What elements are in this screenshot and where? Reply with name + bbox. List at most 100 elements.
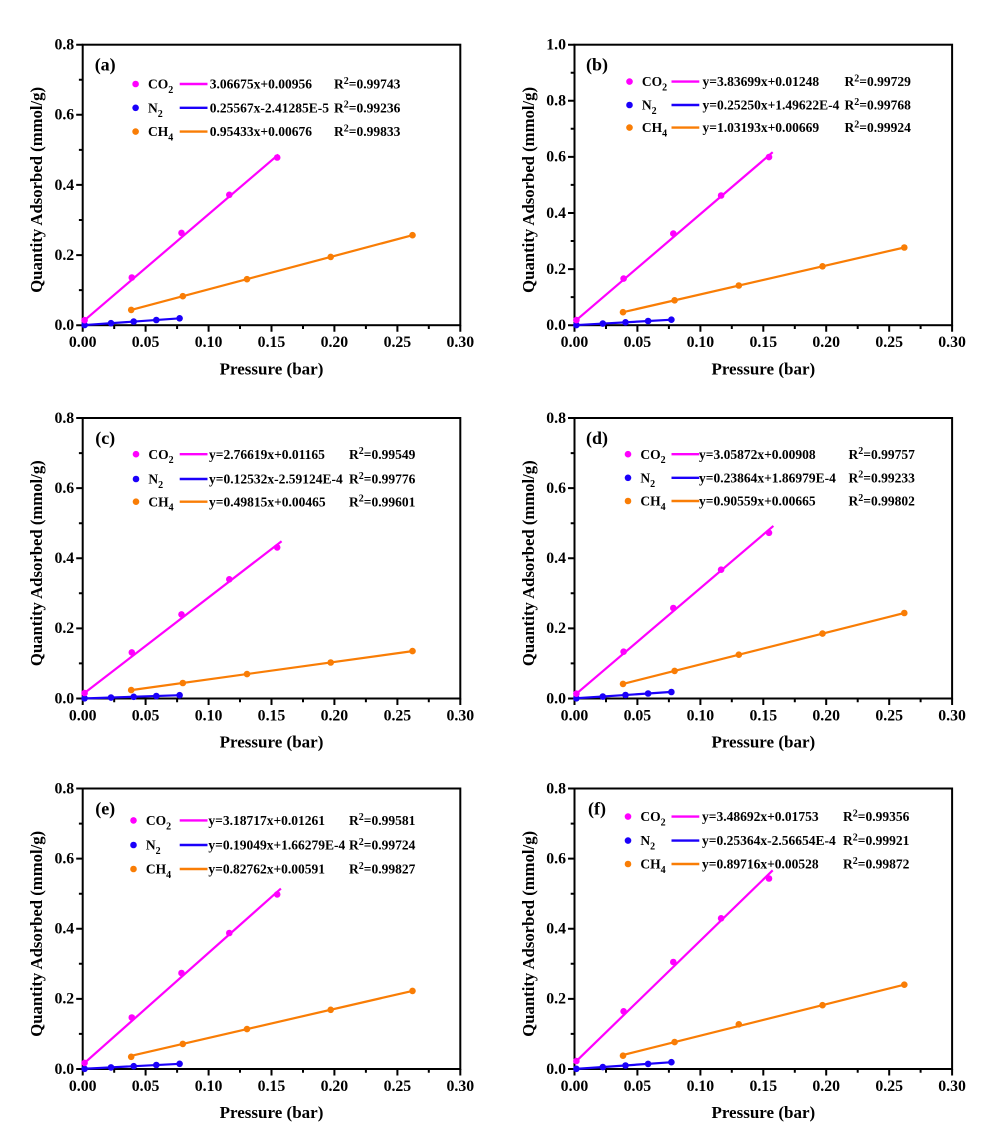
svg-text:0.2: 0.2 — [546, 620, 566, 637]
svg-text:0.30: 0.30 — [938, 334, 966, 351]
svg-text:CH4: CH4 — [148, 124, 173, 143]
svg-text:3.06675x+0.00956: 3.06675x+0.00956 — [210, 77, 312, 92]
svg-text:y=0.49815x+0.00465: y=0.49815x+0.00465 — [209, 494, 326, 509]
svg-text:CH4: CH4 — [642, 120, 667, 139]
svg-text:0.2: 0.2 — [54, 620, 74, 637]
svg-text:0.20: 0.20 — [321, 334, 349, 351]
svg-text:0.10: 0.10 — [195, 334, 223, 351]
svg-text:R2=0.99233: R2=0.99233 — [849, 470, 916, 486]
svg-text:0.05: 0.05 — [624, 707, 652, 724]
svg-text:0.4: 0.4 — [546, 550, 566, 567]
svg-text:0.10: 0.10 — [195, 1078, 223, 1095]
svg-text:Quantity Adsorbed (mmol/g): Quantity Adsorbed (mmol/g) — [519, 460, 538, 666]
svg-text:y=0.82762x+0.00591: y=0.82762x+0.00591 — [208, 862, 325, 877]
svg-text:0.0: 0.0 — [546, 1061, 566, 1078]
svg-text:0.4: 0.4 — [54, 177, 74, 194]
svg-text:0.8: 0.8 — [546, 780, 566, 797]
svg-text:0.30: 0.30 — [938, 1078, 966, 1095]
svg-text:R2=0.99236: R2=0.99236 — [334, 100, 401, 116]
svg-text:0.10: 0.10 — [687, 707, 715, 724]
svg-text:CO2: CO2 — [640, 809, 665, 828]
svg-text:Pressure (bar): Pressure (bar) — [711, 733, 815, 752]
svg-text:0.2: 0.2 — [546, 991, 566, 1008]
svg-text:0.0: 0.0 — [546, 317, 566, 334]
svg-text:(a): (a) — [95, 55, 116, 76]
svg-text:(f): (f) — [588, 799, 606, 820]
svg-text:0.00: 0.00 — [69, 1078, 97, 1095]
svg-text:y=1.03193x+0.00669: y=1.03193x+0.00669 — [703, 120, 820, 135]
svg-text:0.6: 0.6 — [546, 149, 566, 166]
svg-text:0.4: 0.4 — [546, 205, 566, 222]
svg-text:0.95433x+0.00676: 0.95433x+0.00676 — [210, 124, 312, 139]
svg-text:0.2: 0.2 — [546, 261, 566, 278]
svg-text:Quantity Adsorbed (mmol/g): Quantity Adsorbed (mmol/g) — [27, 460, 46, 666]
svg-text:0.4: 0.4 — [54, 550, 74, 567]
svg-text:0.10: 0.10 — [195, 707, 223, 724]
svg-text:R2=0.99724: R2=0.99724 — [349, 837, 416, 853]
svg-text:0.0: 0.0 — [54, 690, 74, 707]
svg-text:0.15: 0.15 — [258, 334, 286, 351]
svg-text:0.30: 0.30 — [446, 707, 474, 724]
svg-text:R2=0.99729: R2=0.99729 — [845, 73, 912, 89]
svg-text:0.15: 0.15 — [749, 1078, 777, 1095]
svg-text:(d): (d) — [586, 428, 608, 449]
svg-text:0.4: 0.4 — [546, 921, 566, 938]
svg-text:Pressure (bar): Pressure (bar) — [220, 733, 324, 752]
svg-text:0.4: 0.4 — [54, 921, 74, 938]
svg-text:0.00: 0.00 — [561, 707, 589, 724]
svg-text:0.0: 0.0 — [54, 317, 74, 334]
svg-text:R2=0.99776: R2=0.99776 — [349, 471, 416, 487]
svg-text:CO2: CO2 — [148, 77, 173, 96]
svg-text:0.05: 0.05 — [624, 1078, 652, 1095]
svg-text:y=0.25250x+1.49622E-4: y=0.25250x+1.49622E-4 — [703, 98, 840, 113]
svg-text:Pressure (bar): Pressure (bar) — [711, 359, 815, 378]
svg-text:0.8: 0.8 — [546, 93, 566, 110]
svg-text:0.8: 0.8 — [546, 410, 566, 427]
svg-text:y=0.89716x+0.00528: y=0.89716x+0.00528 — [702, 857, 819, 872]
svg-text:0.8: 0.8 — [54, 37, 74, 54]
svg-text:0.05: 0.05 — [624, 334, 652, 351]
svg-text:CO2: CO2 — [642, 74, 667, 93]
svg-text:R2=0.99581: R2=0.99581 — [349, 812, 416, 828]
svg-text:0.15: 0.15 — [749, 707, 777, 724]
svg-text:y=0.19049x+1.66279E-4: y=0.19049x+1.66279E-4 — [208, 838, 345, 853]
svg-text:0.00: 0.00 — [69, 707, 97, 724]
svg-text:CH4: CH4 — [640, 494, 665, 513]
svg-text:0.20: 0.20 — [812, 334, 840, 351]
svg-text:R2=0.99743: R2=0.99743 — [334, 76, 401, 92]
svg-text:0.05: 0.05 — [132, 334, 160, 351]
svg-text:Pressure (bar): Pressure (bar) — [711, 1103, 815, 1122]
svg-text:0.15: 0.15 — [258, 1078, 286, 1095]
svg-text:0.15: 0.15 — [749, 334, 777, 351]
svg-text:0.0: 0.0 — [546, 690, 566, 707]
svg-text:R2=0.99757: R2=0.99757 — [849, 446, 916, 462]
svg-text:Quantity Adsorbed (mmol/g): Quantity Adsorbed (mmol/g) — [27, 87, 46, 293]
svg-text:R2=0.99356: R2=0.99356 — [843, 808, 910, 824]
svg-text:y=0.23864x+1.86979E-4: y=0.23864x+1.86979E-4 — [699, 470, 836, 485]
svg-text:Quantity Adsorbed (mmol/g): Quantity Adsorbed (mmol/g) — [519, 87, 538, 293]
svg-text:0.6: 0.6 — [54, 107, 74, 124]
svg-text:0.00: 0.00 — [561, 334, 589, 351]
svg-text:0.00: 0.00 — [69, 334, 97, 351]
svg-text:R2=0.99833: R2=0.99833 — [334, 123, 401, 139]
svg-text:0.25: 0.25 — [384, 707, 412, 724]
svg-text:Quantity Adsorbed (mmol/g): Quantity Adsorbed (mmol/g) — [27, 831, 46, 1037]
svg-text:0.8: 0.8 — [54, 780, 74, 797]
svg-text:0.20: 0.20 — [321, 1078, 349, 1095]
svg-text:0.6: 0.6 — [546, 480, 566, 497]
svg-text:CO2: CO2 — [146, 813, 171, 832]
svg-text:0.25: 0.25 — [875, 334, 903, 351]
svg-text:CH4: CH4 — [148, 494, 173, 513]
svg-text:0.25: 0.25 — [875, 1078, 903, 1095]
svg-text:0.15: 0.15 — [258, 707, 286, 724]
svg-text:R2=0.99549: R2=0.99549 — [349, 446, 416, 462]
svg-text:y=0.12532x-2.59124E-4: y=0.12532x-2.59124E-4 — [209, 472, 343, 487]
svg-text:0.6: 0.6 — [546, 850, 566, 867]
svg-text:0.25567x-2.41285E-5: 0.25567x-2.41285E-5 — [210, 100, 329, 115]
svg-text:0.30: 0.30 — [938, 707, 966, 724]
svg-text:0.30: 0.30 — [446, 334, 474, 351]
svg-text:0.30: 0.30 — [446, 1078, 474, 1095]
svg-text:Pressure (bar): Pressure (bar) — [220, 359, 324, 378]
svg-text:CH4: CH4 — [146, 862, 171, 881]
svg-text:0.10: 0.10 — [687, 334, 715, 351]
